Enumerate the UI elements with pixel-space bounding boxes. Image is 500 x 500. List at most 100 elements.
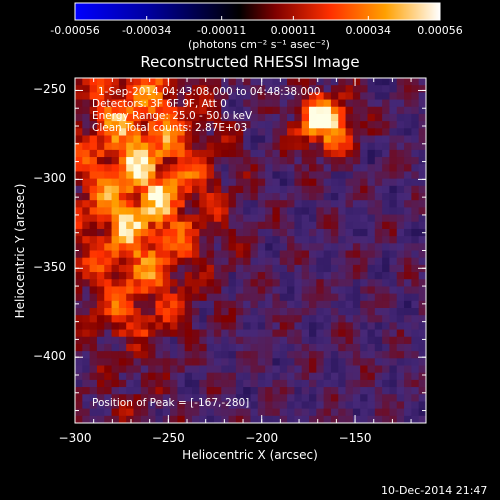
heatmap-cell: [243, 322, 251, 330]
heatmap-cell: [279, 272, 288, 280]
heatmap-cell: [345, 99, 354, 108]
heatmap-cell: [206, 157, 215, 165]
heatmap-cell: [126, 207, 134, 215]
heatmap-cell: [75, 250, 83, 259]
heatmap-cell: [221, 78, 229, 86]
heatmap-cell: [367, 207, 376, 215]
heatmap-cell: [360, 171, 368, 180]
heatmap-cell: [118, 300, 127, 309]
heatmap-cell: [162, 264, 171, 273]
heatmap-cell: [104, 358, 112, 366]
heatmap-cell: [96, 300, 105, 309]
heatmap-cell: [338, 221, 346, 230]
heatmap-cell: [316, 372, 325, 381]
heatmap-cell: [301, 135, 310, 144]
heatmap-cell: [279, 322, 288, 330]
heatmap-cell: [243, 293, 251, 302]
heatmap-cell: [309, 365, 317, 374]
heatmap-cell: [155, 293, 164, 302]
heatmap-cell: [360, 343, 368, 352]
heatmap-cell: [301, 343, 310, 352]
heatmap-cell: [89, 92, 98, 100]
heatmap-cell: [411, 221, 420, 230]
heatmap-cell: [213, 113, 222, 122]
heatmap-cell: [294, 99, 303, 108]
heatmap-cell: [170, 121, 178, 129]
heatmap-cell: [228, 293, 237, 302]
heatmap-cell: [316, 228, 325, 237]
heatmap-cell: [279, 343, 288, 352]
heatmap-cell: [243, 142, 251, 151]
heatmap-cell: [162, 257, 171, 266]
heatmap-cell: [213, 221, 222, 230]
heatmap-cell: [396, 193, 405, 201]
heatmap-cell: [133, 243, 142, 251]
heatmap-cell: [265, 78, 273, 86]
heatmap-cell: [140, 394, 149, 402]
heatmap-cell: [323, 92, 332, 100]
heatmap-cell: [184, 351, 193, 359]
heatmap-cell: [250, 322, 259, 330]
heatmap-cell: [118, 329, 127, 338]
heatmap-cell: [287, 193, 295, 201]
heatmap-cell: [330, 394, 339, 402]
heatmap-cell: [89, 329, 98, 338]
heatmap-cell: [184, 358, 193, 366]
heatmap-cell: [294, 228, 303, 237]
heatmap-cell: [367, 99, 376, 108]
heatmap-cell: [162, 372, 171, 381]
heatmap-cell: [82, 106, 91, 115]
heatmap-cell: [250, 250, 259, 259]
heatmap-cell: [82, 128, 91, 136]
heatmap-cell: [374, 92, 383, 100]
heatmap-cell: [235, 142, 244, 151]
heatmap-cell: [345, 171, 354, 180]
heatmap-cell: [382, 264, 390, 273]
heatmap-cell: [199, 387, 208, 395]
heatmap-cell: [82, 358, 91, 366]
heatmap-cell: [374, 365, 383, 374]
heatmap-cell: [323, 121, 332, 129]
heatmap-cell: [396, 250, 405, 259]
heatmap-cell: [140, 135, 149, 144]
heatmap-cell: [177, 149, 186, 158]
heatmap-cell: [265, 351, 273, 359]
heatmap-cell: [96, 236, 105, 244]
heatmap-cell: [75, 336, 83, 345]
heatmap-cell: [75, 121, 83, 129]
heatmap-cell: [192, 164, 200, 172]
heatmap-cell: [418, 171, 427, 180]
heatmap-cell: [389, 121, 398, 129]
heatmap-cell: [352, 329, 361, 338]
heatmap-cell: [330, 387, 339, 395]
heatmap-cell: [177, 106, 186, 115]
heatmap-cell: [170, 221, 178, 230]
heatmap-cell: [96, 379, 105, 388]
heatmap-cell: [250, 257, 259, 266]
heatmap-cell: [133, 336, 142, 345]
heatmap-cell: [96, 221, 105, 230]
heatmap-cell: [345, 343, 354, 352]
heatmap-cell: [104, 372, 112, 381]
heatmap-cell: [155, 372, 164, 381]
heatmap-cell: [301, 308, 310, 316]
heatmap-cell: [352, 164, 361, 172]
heatmap-cell: [235, 300, 244, 309]
heatmap-cell: [396, 286, 405, 295]
heatmap: [75, 78, 427, 424]
heatmap-cell: [338, 236, 346, 244]
heatmap-cell: [382, 300, 390, 309]
heatmap-cell: [96, 185, 105, 194]
heatmap-cell: [352, 257, 361, 266]
heatmap-cell: [104, 293, 112, 302]
heatmap-cell: [411, 106, 420, 115]
heatmap-cell: [162, 279, 171, 287]
heatmap-cell: [352, 372, 361, 381]
heatmap-cell: [177, 221, 186, 230]
heatmap-cell: [89, 286, 98, 295]
heatmap-cell: [294, 408, 303, 417]
heatmap-cell: [213, 121, 222, 129]
heatmap-cell: [89, 207, 98, 215]
heatmap-cell: [82, 300, 91, 309]
heatmap-cell: [257, 315, 266, 323]
